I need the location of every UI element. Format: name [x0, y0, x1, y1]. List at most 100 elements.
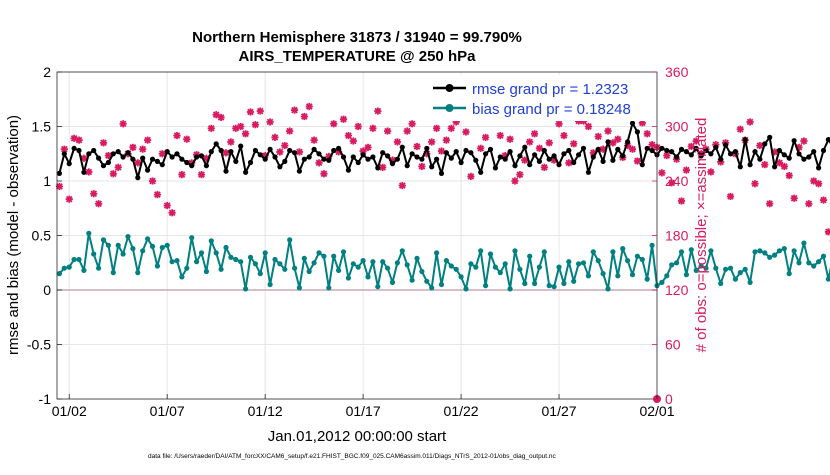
rmse-point — [796, 151, 801, 156]
rmse-point — [184, 160, 189, 165]
bias-point — [650, 243, 655, 248]
bias-point — [816, 259, 821, 264]
rmse-point — [214, 141, 219, 146]
rmse-point — [125, 150, 130, 155]
bias-point — [228, 255, 233, 260]
bias-point — [160, 245, 165, 250]
bias-point — [331, 254, 336, 259]
rmse-point — [238, 144, 243, 149]
rmse-point — [86, 151, 91, 156]
obs-count-point — [614, 136, 621, 143]
y-tick-label-right: 360 — [665, 64, 689, 80]
bias-point — [400, 248, 405, 253]
bias-point — [454, 267, 459, 272]
bias-point — [635, 254, 640, 259]
bias-point — [615, 273, 620, 278]
bias-point — [233, 257, 238, 262]
bias-point — [356, 265, 361, 270]
rmse-point — [566, 148, 571, 153]
rmse-point — [782, 152, 787, 157]
bias-point — [145, 236, 150, 241]
obs-count-point — [531, 130, 538, 137]
rmse-point — [444, 150, 449, 155]
obs-count-point — [276, 148, 283, 155]
y-tick-label-left: 0.5 — [32, 228, 52, 244]
rmse-point — [204, 163, 209, 168]
y-tick-label-left: 1.5 — [32, 119, 52, 135]
rmse-point — [650, 148, 655, 153]
x-tick-label: 01/07 — [150, 403, 185, 419]
rmse-point — [179, 157, 184, 162]
bias-point — [591, 249, 596, 254]
rmse-point — [316, 151, 321, 156]
rmse-point — [326, 158, 331, 163]
bias-point — [674, 260, 679, 265]
rmse-point — [81, 170, 86, 175]
y-tick-label-left: 0 — [43, 282, 51, 298]
rmse-point — [777, 148, 782, 153]
bias-point — [792, 248, 797, 253]
rmse-point — [321, 157, 326, 162]
bias-point — [508, 286, 513, 291]
bias-point — [189, 235, 194, 240]
obs-count-point — [149, 177, 156, 184]
rmse-point — [537, 159, 542, 164]
rmse-point — [752, 149, 757, 154]
bias-point — [130, 246, 135, 251]
bias-point — [390, 280, 395, 285]
y-axis-label-left: rmse and bias (model - observation) — [5, 115, 22, 355]
obs-count-point — [399, 182, 406, 189]
bias-point — [312, 260, 317, 265]
obs-count-point — [413, 143, 420, 150]
bias-point — [728, 266, 733, 271]
data-file-footnote: data file: /Users/raeder/DAI/ATM_forcXX/… — [148, 453, 557, 460]
obs-count-point — [404, 127, 411, 134]
bias-point — [91, 251, 96, 256]
rmse-point — [351, 154, 356, 159]
bias-point — [277, 261, 282, 266]
rmse-point — [757, 157, 762, 162]
bias-point — [522, 281, 527, 286]
rmse-point — [111, 151, 116, 156]
bias-point — [532, 281, 537, 286]
y-tick-label-left: 2 — [43, 64, 51, 80]
rmse-point — [199, 153, 204, 158]
bias-point — [463, 286, 468, 291]
obs-count-point — [746, 118, 753, 125]
bias-point — [713, 266, 718, 271]
rmse-point — [106, 160, 111, 165]
obs-count-point — [644, 130, 651, 137]
bias-point — [258, 271, 263, 276]
bias-point — [478, 248, 483, 253]
rmse-point — [605, 139, 610, 144]
rmse-point — [743, 137, 748, 142]
obs-count-point — [477, 145, 484, 152]
rmse-point — [488, 147, 493, 152]
obs-count-point — [252, 121, 259, 128]
rmse-point — [630, 121, 635, 126]
rmse-point — [787, 156, 792, 161]
obs-count-point — [443, 137, 450, 144]
bias-point — [552, 284, 557, 289]
bias-point — [752, 249, 757, 254]
rmse-point — [659, 146, 664, 151]
bias-point — [96, 266, 101, 271]
bias-point — [170, 259, 175, 264]
rmse-point — [385, 153, 390, 158]
bias-point — [361, 258, 366, 263]
rmse-point — [610, 158, 615, 163]
bias-point — [86, 231, 91, 236]
rmse-point — [478, 170, 483, 175]
obs-count-point — [820, 196, 827, 203]
rmse-point — [762, 141, 767, 146]
obs-count-point — [497, 132, 504, 139]
bias-point — [787, 271, 792, 276]
obs-count-point — [482, 134, 489, 141]
bias-point — [219, 267, 224, 272]
rmse-point — [522, 145, 527, 150]
bias-point — [625, 258, 630, 263]
obs-count-point — [247, 108, 254, 115]
obs-count-point — [737, 126, 744, 133]
rmse-point — [503, 157, 508, 162]
bias-point — [757, 248, 762, 253]
